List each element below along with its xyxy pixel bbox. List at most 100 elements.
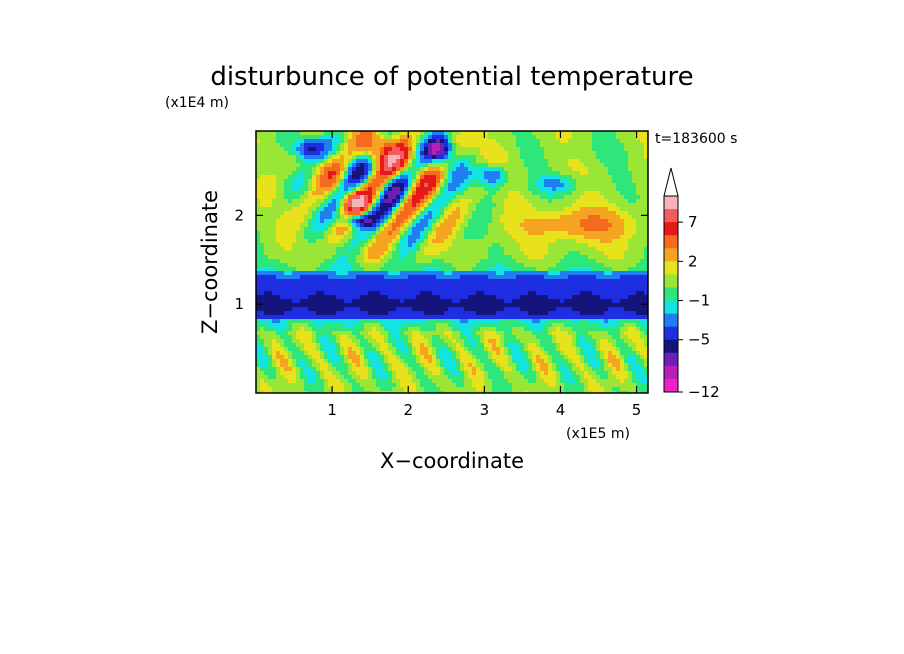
field-cell xyxy=(644,319,648,324)
field-cell xyxy=(264,287,269,292)
field-cell xyxy=(256,243,261,248)
field-cell xyxy=(420,315,425,320)
field-cell xyxy=(560,175,565,180)
field-cell xyxy=(444,243,449,248)
field-cell xyxy=(280,271,285,276)
field-cell xyxy=(328,299,333,304)
field-cell xyxy=(532,155,537,160)
field-cell xyxy=(520,191,525,196)
field-cell xyxy=(572,167,577,172)
field-cell xyxy=(624,283,629,288)
field-cell xyxy=(548,211,553,216)
field-cell xyxy=(408,291,413,296)
field-cell xyxy=(544,171,549,176)
field-cell xyxy=(288,239,293,244)
field-cell xyxy=(316,223,321,228)
field-cell xyxy=(576,175,581,180)
field-cell xyxy=(412,163,417,168)
field-cell xyxy=(612,327,617,332)
field-cell xyxy=(520,287,525,292)
field-cell xyxy=(320,263,325,268)
field-cell xyxy=(272,287,277,292)
field-cell xyxy=(620,251,625,256)
field-cell xyxy=(300,275,305,280)
field-cell xyxy=(624,271,629,276)
field-cell xyxy=(348,287,353,292)
field-cell xyxy=(528,191,533,196)
field-cell xyxy=(516,279,521,284)
field-cell xyxy=(528,279,533,284)
field-cell xyxy=(636,183,641,188)
field-cell xyxy=(588,215,593,220)
field-cell xyxy=(424,167,429,172)
field-cell xyxy=(372,319,377,324)
field-cell xyxy=(268,311,273,316)
field-cell xyxy=(512,227,517,232)
field-cell xyxy=(520,295,525,300)
field-cell xyxy=(416,263,421,268)
field-cell xyxy=(428,243,433,248)
field-cell xyxy=(312,307,317,312)
field-cell xyxy=(624,211,629,216)
field-cell xyxy=(512,175,517,180)
field-cell xyxy=(452,315,457,320)
field-cell xyxy=(308,223,313,228)
field-cell xyxy=(328,191,333,196)
field-cell xyxy=(480,231,485,236)
field-cell xyxy=(448,215,453,220)
field-cell xyxy=(560,307,565,312)
field-cell xyxy=(348,211,353,216)
field-cell xyxy=(624,131,629,136)
field-cell xyxy=(360,143,365,148)
field-cell xyxy=(384,143,389,148)
field-cell xyxy=(392,207,397,212)
field-cell xyxy=(608,287,613,292)
field-cell xyxy=(500,291,505,296)
field-cell xyxy=(492,299,497,304)
field-cell xyxy=(560,163,565,168)
field-cell xyxy=(372,271,377,276)
field-cell xyxy=(320,255,325,260)
field-cell xyxy=(256,327,261,332)
field-cell xyxy=(376,135,381,140)
field-cell xyxy=(472,283,477,288)
field-cell xyxy=(500,195,505,200)
field-cell xyxy=(432,199,437,204)
field-cell xyxy=(352,167,357,172)
field-cell xyxy=(364,163,369,168)
field-cell xyxy=(588,319,593,324)
field-cell xyxy=(456,195,461,200)
field-cell xyxy=(632,199,637,204)
field-cell xyxy=(640,179,645,184)
field-cell xyxy=(256,199,261,204)
field-cell xyxy=(636,323,641,328)
field-cell xyxy=(464,171,469,176)
field-cell xyxy=(328,199,333,204)
field-cell xyxy=(396,331,401,336)
field-cell xyxy=(628,139,633,144)
field-cell xyxy=(512,251,517,256)
field-cell xyxy=(504,211,509,216)
field-cell xyxy=(504,303,509,308)
field-cell xyxy=(604,263,609,268)
field-cell xyxy=(420,267,425,272)
field-cell xyxy=(404,331,409,336)
field-cell xyxy=(460,135,465,140)
field-cell xyxy=(376,279,381,284)
field-cell xyxy=(276,167,281,172)
field-cell xyxy=(284,219,289,224)
field-cell xyxy=(600,199,605,204)
field-cell xyxy=(312,231,317,236)
field-cell xyxy=(556,147,561,152)
field-cell xyxy=(260,303,265,308)
field-cell xyxy=(512,167,517,172)
field-cell xyxy=(600,327,605,332)
field-cell xyxy=(412,231,417,236)
field-cell xyxy=(432,323,437,328)
field-cell xyxy=(620,223,625,228)
field-cell xyxy=(404,299,409,304)
field-cell xyxy=(412,203,417,208)
field-cell xyxy=(464,259,469,264)
field-cell xyxy=(456,139,461,144)
field-cell xyxy=(256,171,261,176)
